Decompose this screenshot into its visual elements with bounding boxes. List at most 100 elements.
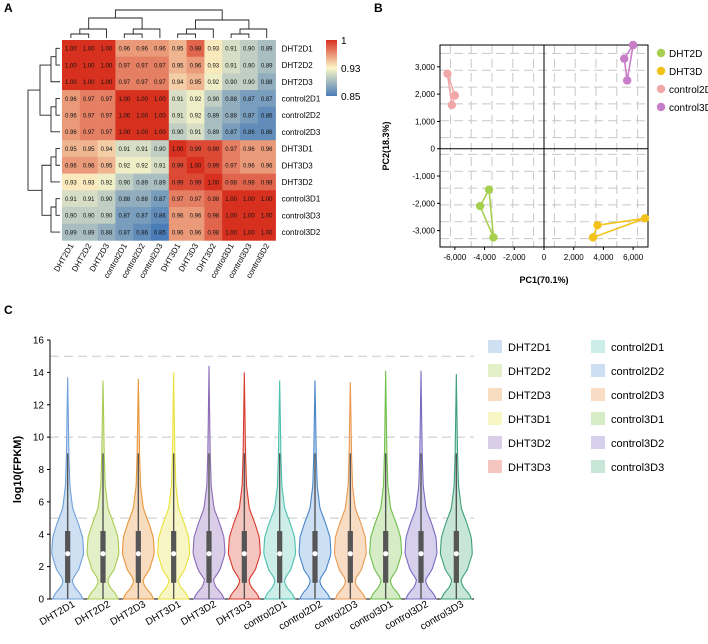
heatmap-cell-value: 0.90 (172, 130, 184, 136)
y-tick-label: 6 (38, 497, 44, 508)
heatmap-cell (133, 173, 152, 191)
heatmap-cell-value: 1.00 (136, 130, 148, 136)
legend-marker-control3D (656, 102, 666, 112)
legend-label: control2D1 (611, 342, 664, 354)
heatmap-cell-value: 0.96 (83, 164, 95, 170)
heatmap-cell-value: 1.00 (225, 214, 237, 220)
heatmap-cell (62, 207, 81, 224)
legend-label: DHT3D1 (508, 414, 551, 426)
heatmap-cell-value: 1.00 (154, 97, 166, 103)
heatmap-cell (151, 56, 170, 74)
y-tick-label: 12 (33, 400, 45, 411)
y-tick-label: 4 (38, 530, 44, 541)
scatter-point-DHT2D (489, 233, 498, 242)
heatmap-cell-value: 0.88 (261, 80, 273, 86)
heatmap-cell-value: 0.96 (118, 47, 130, 53)
heatmap-cell-value: 0.99 (207, 164, 219, 170)
heatmap-cell-value: 0.86 (261, 113, 273, 119)
heatmap-cell-value: 0.90 (225, 80, 237, 86)
heatmap-cell-value: 0.98 (261, 180, 273, 186)
heatmap-cell (240, 106, 259, 124)
heatmap-cell-value: 0.96 (65, 113, 77, 119)
heatmap-cell-value: 0.96 (172, 214, 184, 220)
heatmap-cell-value: 0.97 (118, 80, 130, 86)
heatmap-cell (222, 156, 241, 174)
row-dendrogram-branch (55, 97, 60, 116)
x-tick-label: -4,000 (473, 253, 496, 262)
violin-median (171, 551, 177, 557)
heatmap-cell-value: 0.92 (101, 180, 113, 186)
heatmap-cell (168, 140, 187, 158)
heatmap-cell (97, 156, 116, 174)
heatmap-cell-value: 0.86 (243, 130, 255, 136)
heatmap-cell-value: 1.00 (136, 113, 148, 119)
heatmap-cell (115, 106, 134, 124)
heatmap-cell (115, 73, 134, 91)
heatmap-cell-value: 0.97 (225, 164, 237, 170)
heatmap-cell-value: 0.97 (83, 97, 95, 103)
x-tick-label: DHT2D3 (109, 599, 149, 628)
heatmap-cell (79, 90, 98, 108)
heatmap-row-label: control2D3 (282, 128, 321, 137)
heatmap-cell-value: 0.93 (83, 180, 95, 186)
heatmap-cell-value: 1.00 (83, 63, 95, 69)
violin-box (312, 531, 318, 583)
heatmap-cell-value: 0.99 (172, 164, 184, 170)
heatmap-cell-value: 0.96 (136, 47, 148, 53)
heatmap-cell-value: 0.89 (65, 230, 77, 236)
heatmap-cell (222, 140, 241, 158)
heatmap-cell (257, 140, 276, 158)
heatmap-cell-value: 1.00 (101, 63, 113, 69)
heatmap-cell-value: 1.00 (154, 130, 166, 136)
x-tick-label: 0 (542, 253, 547, 262)
legend-swatch-control2D2 (591, 364, 605, 377)
col-dendrogram-branch (230, 33, 250, 38)
legend-swatch-control2D3 (591, 388, 605, 401)
heatmap-cell-value: 1.00 (172, 147, 184, 153)
violin-median (135, 551, 141, 557)
heatmap-cell-value: 0.97 (172, 197, 184, 203)
legend-label: DHT3D (669, 67, 702, 78)
heatmap-cell-value: 0.86 (154, 214, 166, 220)
heatmap-cell-value: 0.99 (172, 180, 184, 186)
heatmap-cell (240, 90, 259, 108)
violin-box (65, 531, 71, 583)
heatmap-cell (204, 173, 223, 191)
heatmap-cell (168, 56, 187, 74)
heatmap-cell-value: 0.94 (101, 147, 113, 153)
heatmap-cell-value: 1.00 (225, 197, 237, 203)
heatmap-cell-value: 0.96 (261, 164, 273, 170)
col-dendrogram-branch (132, 28, 161, 38)
heatmap-cell (204, 140, 223, 158)
legend-label: DHT2D (669, 49, 702, 60)
heatmap-cell (97, 106, 116, 124)
heatmap-cell-value: 1.00 (243, 214, 255, 220)
panel-label-c: C (4, 303, 13, 317)
heatmap-cell-value: 0.87 (225, 130, 237, 136)
x-tick-label: DHT3D2 (179, 599, 219, 628)
x-tick-label: -6,000 (444, 253, 467, 262)
heatmap-cell (151, 40, 170, 57)
heatmap-cell (222, 190, 241, 208)
heatmap-cell-value: 0.91 (83, 197, 95, 203)
heatmap-cell-value: 0.98 (207, 230, 219, 236)
legend-label: control2D2 (611, 366, 664, 378)
heatmap-cell (186, 40, 205, 57)
heatmap-cell-value: 1.00 (261, 197, 273, 203)
panel-label-b: B (374, 1, 383, 15)
heatmap-cell (115, 173, 134, 191)
legend-label: DHT2D3 (508, 390, 551, 402)
heatmap-cell-value: 1.00 (136, 97, 148, 103)
heatmap-cell (204, 56, 223, 74)
y-tick-label: 8 (38, 465, 44, 476)
heatmap-cell (168, 223, 187, 241)
heatmap-cell-value: 0.97 (136, 63, 148, 69)
heatmap-cell (97, 90, 116, 108)
x-tick-label: -2,000 (503, 253, 526, 262)
heatmap-cell-value: 0.87 (118, 230, 130, 236)
heatmap-cell (240, 123, 259, 141)
heatmap-cell (240, 173, 259, 191)
legend-label: control3D2 (611, 438, 664, 450)
heatmap-cell (115, 156, 134, 174)
